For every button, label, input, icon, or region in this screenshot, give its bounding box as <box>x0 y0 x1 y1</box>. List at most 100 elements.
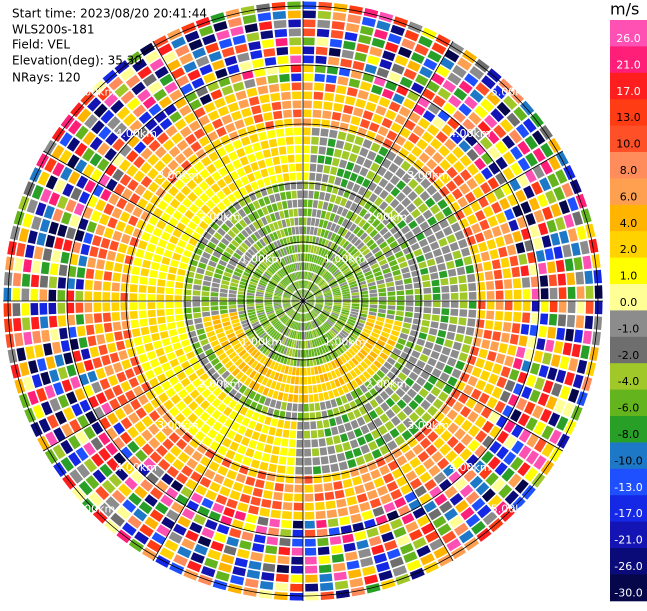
radar-cell <box>366 170 376 181</box>
radar-cell <box>324 363 330 372</box>
radar-cell <box>334 195 342 205</box>
radar-cell <box>251 411 260 421</box>
radar-cell <box>444 193 456 205</box>
radar-cell <box>106 178 118 191</box>
radar-cell <box>199 256 209 265</box>
radar-cell <box>79 399 91 413</box>
radar-cell <box>517 462 531 477</box>
radar-cell <box>521 386 533 400</box>
radar-cell <box>404 311 413 318</box>
radar-cell <box>368 535 382 547</box>
radar-cell <box>184 91 198 103</box>
radar-cell <box>311 376 317 384</box>
radar-cell <box>329 536 342 545</box>
radar-cell <box>293 502 303 511</box>
radar-cell <box>306 301 315 304</box>
radar-cell <box>91 453 105 467</box>
radar-cell <box>200 456 211 467</box>
radar-cell <box>129 293 138 301</box>
radar-cell <box>198 115 210 127</box>
radar-cell <box>468 291 477 300</box>
radar-cell <box>3 272 13 286</box>
radar-cell <box>306 322 310 331</box>
radar-cell <box>458 218 470 229</box>
radar-cell <box>386 371 396 381</box>
radar-cell <box>423 301 432 307</box>
radar-cell <box>205 326 214 333</box>
radar-cell <box>191 77 205 89</box>
radar-cell <box>314 305 323 310</box>
radar-cell <box>400 382 410 393</box>
radar-cell <box>389 556 404 568</box>
radar-cell <box>274 306 283 311</box>
radar-cell <box>355 456 366 466</box>
radar-cell <box>364 200 373 210</box>
radar-cell <box>59 132 73 147</box>
radar-cell <box>424 145 436 157</box>
radar-cell <box>199 476 212 488</box>
radar-cell <box>545 396 558 410</box>
radar-cell <box>333 3 348 13</box>
radar-cell <box>407 236 417 246</box>
radar-cell <box>224 219 234 229</box>
radar-cell <box>312 385 318 393</box>
radar-cell <box>359 232 368 241</box>
radar-cell <box>286 347 291 356</box>
radar-cell <box>227 332 236 339</box>
radar-cell <box>140 211 151 222</box>
radar-cell <box>269 175 277 185</box>
radar-cell <box>316 228 322 237</box>
colorbar-tick-label: -6.0 <box>618 402 639 415</box>
radar-cell <box>172 342 182 351</box>
radar-cell <box>196 209 206 220</box>
radar-cell <box>415 214 426 225</box>
radar-cell <box>312 109 322 118</box>
radar-cell <box>369 304 378 309</box>
radar-cell <box>421 522 435 535</box>
radar-cell <box>382 432 393 443</box>
radar-cell <box>414 43 429 56</box>
radar-cell <box>354 530 367 541</box>
radar-cell <box>412 507 426 519</box>
radar-cell <box>454 230 465 241</box>
radar-cell <box>113 183 126 196</box>
radar-cell <box>249 281 258 286</box>
radar-cell <box>418 388 429 398</box>
radar-cell <box>210 301 219 306</box>
radar-cell <box>420 165 431 177</box>
radar-cell <box>444 339 454 348</box>
radar-cell <box>576 391 588 407</box>
radar-cell <box>254 422 263 432</box>
radar-cell <box>323 322 331 330</box>
radar-cell <box>370 263 379 270</box>
radar-cell <box>298 280 301 289</box>
radar-cell <box>298 253 301 262</box>
radar-cell <box>433 178 444 190</box>
radar-cell <box>277 334 283 343</box>
radar-cell <box>305 574 318 583</box>
radar-cell <box>480 406 493 419</box>
radar-cell <box>225 328 234 335</box>
radar-cell <box>171 67 185 80</box>
radar-cell <box>476 319 485 329</box>
radar-cell <box>319 257 325 266</box>
radar-cell <box>314 402 321 411</box>
radar-cell <box>242 322 250 328</box>
radar-cell <box>230 461 241 472</box>
radar-cell <box>390 366 400 376</box>
radar-cell <box>273 362 279 371</box>
radar-cell <box>104 364 115 377</box>
radar-cell <box>340 178 349 188</box>
radar-cell <box>297 190 303 199</box>
radar-cell <box>271 264 278 272</box>
radar-cell <box>316 278 323 285</box>
radar-cell <box>378 301 387 305</box>
radar-cell <box>318 315 325 322</box>
radar-cell <box>248 96 260 106</box>
radar-cell <box>216 264 226 271</box>
radar-cell <box>386 254 396 263</box>
radar-cell <box>84 291 93 301</box>
radar-cell <box>520 100 535 116</box>
radar-cell <box>315 55 327 65</box>
radar-cell <box>394 55 409 67</box>
